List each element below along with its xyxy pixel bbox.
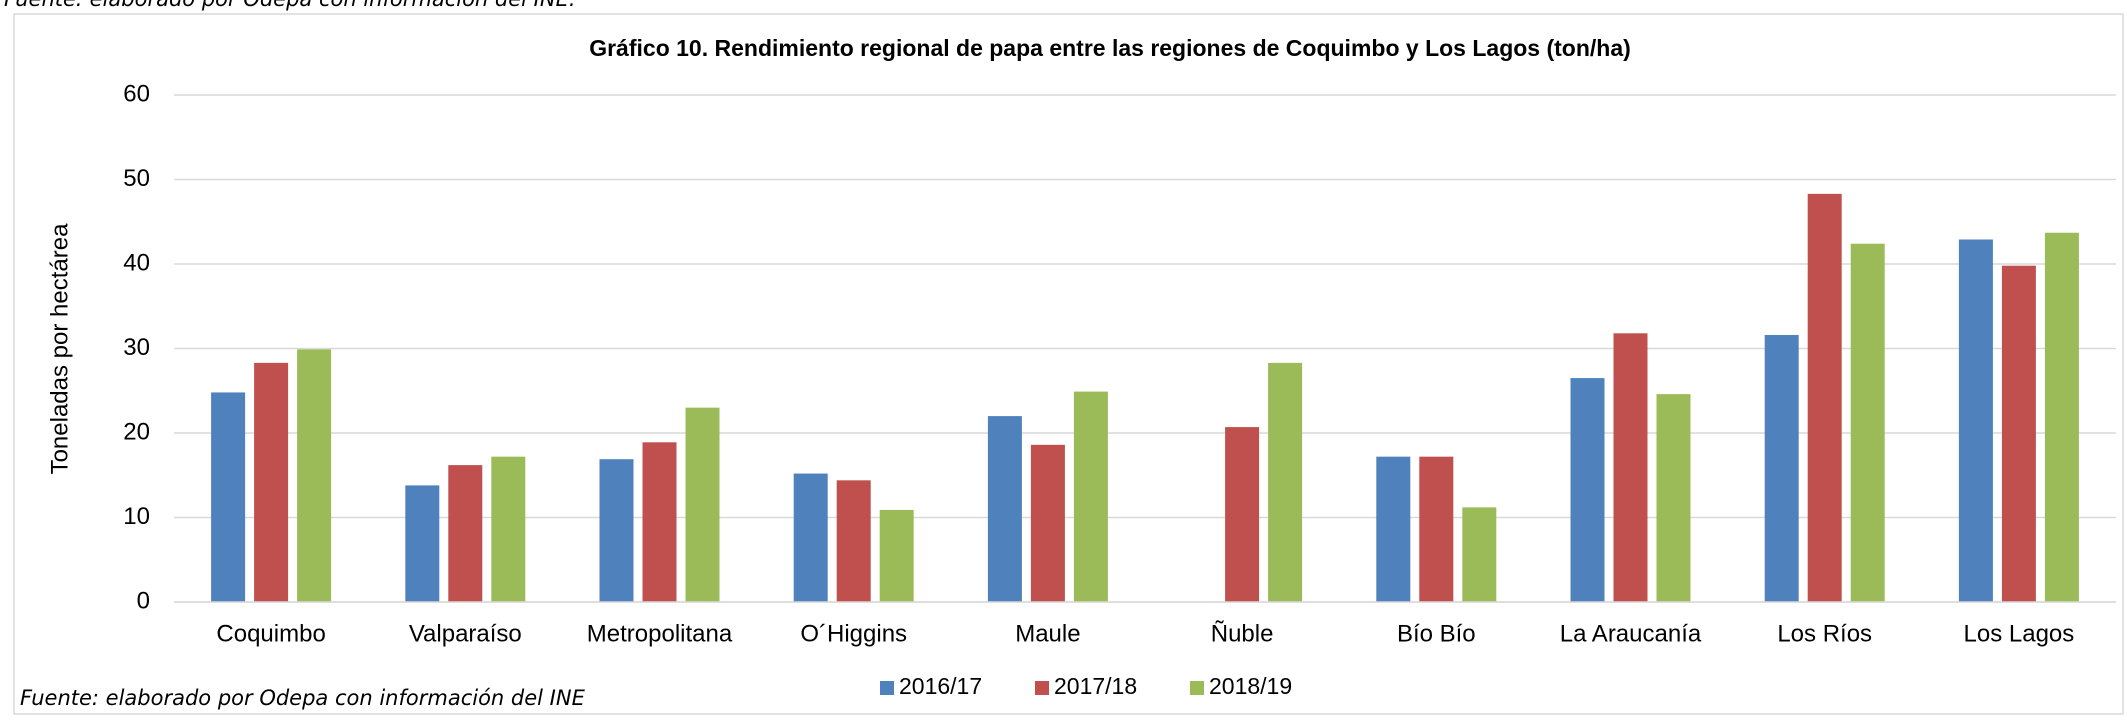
x-tick-label: Bío Bío <box>1397 620 1476 647</box>
bar <box>1656 394 1691 602</box>
bar <box>836 480 871 602</box>
x-tick-label: Maule <box>1015 620 1080 647</box>
y-axis-label: Toneladas por hectárea <box>46 223 73 474</box>
bar <box>1073 391 1108 602</box>
bar <box>642 442 677 602</box>
bar <box>685 407 720 602</box>
bar <box>987 416 1022 602</box>
x-tick-label: La Araucanía <box>1560 620 1702 647</box>
bar <box>1030 444 1065 602</box>
x-tick-label: O´Higgins <box>800 620 907 647</box>
x-tick-label: Coquimbo <box>216 620 325 647</box>
y-tick-label: 10 <box>123 503 150 530</box>
bar <box>793 473 828 602</box>
chart-title: Gráfico 10. Rendimiento regional de papa… <box>589 35 1631 61</box>
y-tick-label: 20 <box>123 418 150 445</box>
x-tick-label: Valparaíso <box>409 620 522 647</box>
x-tick-label: Los Lagos <box>1964 620 2075 647</box>
x-tick-label: Los Ríos <box>1777 620 1872 647</box>
bar <box>1764 334 1799 602</box>
footnote: Fuente: elaborado por Odepa con informac… <box>20 686 586 710</box>
y-tick-label: 50 <box>123 165 150 192</box>
bar <box>211 392 246 602</box>
bar <box>1807 193 1842 603</box>
legend-swatch <box>880 681 894 695</box>
legend-label: 2017/18 <box>1054 673 1137 699</box>
bar <box>1570 378 1605 602</box>
bar <box>1958 239 1993 602</box>
legend-label: 2016/17 <box>899 673 982 699</box>
bar <box>1462 507 1497 602</box>
y-tick-label: 30 <box>123 334 150 361</box>
x-tick-label: Metropolitana <box>587 620 733 647</box>
legend-label: 2018/19 <box>1209 673 1292 699</box>
legend-swatch <box>1190 681 1204 695</box>
y-tick-label: 0 <box>137 587 150 614</box>
y-tick-label: 60 <box>123 80 150 107</box>
chart-frame <box>13 13 2124 715</box>
bar <box>2044 232 2079 603</box>
top-note: Fuente: elaborado por Odepa con informac… <box>4 0 576 11</box>
bar <box>297 349 332 602</box>
y-tick-label: 40 <box>123 249 150 276</box>
legend-swatch <box>1035 681 1049 695</box>
bar <box>1850 243 1885 602</box>
bar <box>2001 265 2036 602</box>
bar <box>491 456 526 602</box>
bar <box>254 362 289 602</box>
bar <box>1419 456 1454 602</box>
bar <box>879 509 914 602</box>
bar <box>1268 362 1303 602</box>
bar <box>448 465 483 602</box>
bar <box>1376 456 1411 602</box>
x-tick-label: Ñuble <box>1211 620 1274 647</box>
bar <box>1225 427 1260 602</box>
bar <box>1613 333 1648 602</box>
bar <box>599 459 634 602</box>
bar <box>405 485 440 602</box>
